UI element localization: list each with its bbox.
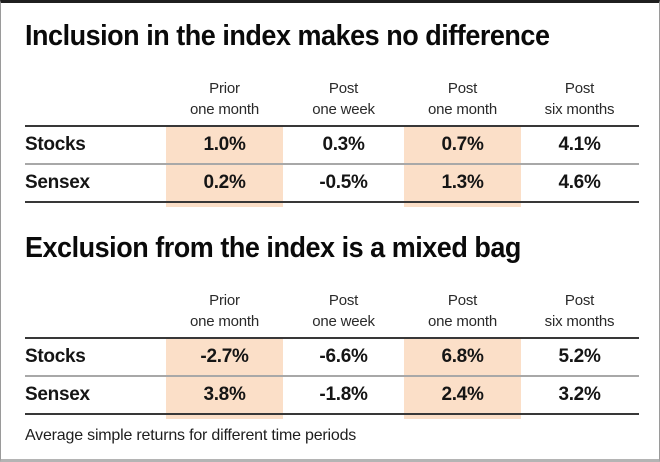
value-cell: -0.5%: [319, 172, 368, 193]
column-header-spacer: [25, 290, 166, 332]
table-title: Inclusion in the index makes no differen…: [25, 20, 550, 52]
column-header-post-one-week: Post one week: [312, 80, 375, 118]
row-label: Sensex: [25, 384, 90, 405]
column-header-prior-one-month: Prior one month: [189, 80, 260, 118]
highlight-band-post-one-month: [404, 339, 521, 419]
value-cell: 6.8%: [441, 346, 484, 367]
column-header-post-six-months: Post six months: [544, 80, 615, 118]
highlight-band-prior-one-month: [166, 127, 283, 207]
value-cell: 3.8%: [203, 384, 246, 405]
column-header-row: Prior one month Post one week Post one m…: [25, 290, 639, 337]
table-row: Stocks -2.7% -6.6% 6.8% 5.2%: [25, 337, 639, 377]
column-header-post-one-month: Post one month: [427, 292, 498, 330]
highlight-band-prior-one-month: [166, 339, 283, 419]
value-cell: -2.7%: [200, 346, 249, 367]
value-cell: 0.2%: [203, 172, 246, 193]
value-cell: 0.3%: [322, 134, 365, 155]
column-header-row: Prior one month Post one week Post one m…: [25, 78, 639, 125]
value-cell: -6.6%: [319, 346, 368, 367]
column-header-prior-one-month: Prior one month: [189, 292, 260, 330]
row-label: Sensex: [25, 172, 90, 193]
table-row: Sensex 3.8% -1.8% 2.4% 3.2%: [25, 377, 639, 415]
value-cell: 3.2%: [558, 384, 601, 405]
value-cell: 4.6%: [558, 172, 601, 193]
column-header-post-one-week: Post one week: [312, 292, 375, 330]
value-cell: 0.7%: [441, 134, 484, 155]
column-header-post-six-months: Post six months: [544, 292, 615, 330]
table-row: Stocks 1.0% 0.3% 0.7% 4.1%: [25, 125, 639, 165]
column-header-spacer: [25, 78, 166, 120]
row-label: Stocks: [25, 134, 86, 155]
value-cell: 1.3%: [441, 172, 484, 193]
table-row: Sensex 0.2% -0.5% 1.3% 4.6%: [25, 165, 639, 203]
table-body: Stocks 1.0% 0.3% 0.7% 4.1% Sensex 0.2% -…: [25, 125, 639, 207]
table-body: Stocks -2.7% -6.6% 6.8% 5.2% Sensex 3.8%…: [25, 337, 639, 419]
footnote: Average simple returns for different tim…: [25, 427, 357, 444]
row-label: Stocks: [25, 346, 86, 367]
highlight-band-post-one-month: [404, 127, 521, 207]
column-header-post-one-month: Post one month: [427, 80, 498, 118]
table-title: Exclusion from the index is a mixed bag: [25, 232, 521, 264]
table-exclusion: Exclusion from the index is a mixed bag …: [25, 230, 639, 419]
table-inclusion: Inclusion in the index makes no differen…: [25, 18, 639, 207]
value-cell: 4.1%: [558, 134, 601, 155]
value-cell: 5.2%: [558, 346, 601, 367]
value-cell: 1.0%: [203, 134, 246, 155]
value-cell: -1.8%: [319, 384, 368, 405]
value-cell: 2.4%: [441, 384, 484, 405]
